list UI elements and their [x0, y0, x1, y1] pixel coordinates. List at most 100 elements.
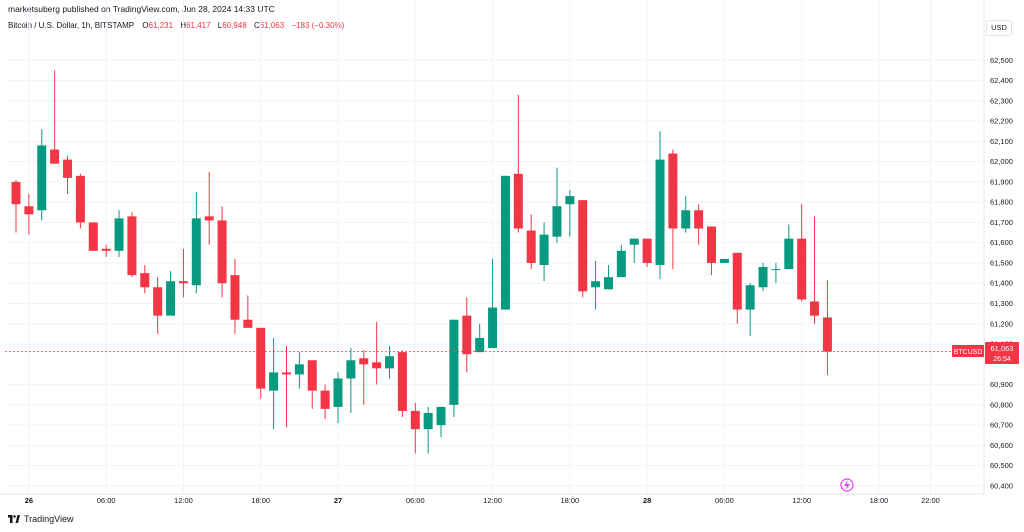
x-tick-label: 18:00: [870, 496, 889, 505]
candle-body: [668, 153, 678, 229]
close-value: 61,063: [259, 21, 285, 30]
open-value: 61,231: [148, 21, 174, 30]
y-tick-label: 60,500: [990, 461, 1013, 470]
candle-body: [539, 234, 549, 265]
candle-body: [50, 149, 60, 164]
candle-body: [810, 301, 820, 316]
y-tick-label: 61,500: [990, 258, 1013, 267]
price-tag-value: 61,063: [991, 344, 1014, 353]
candle-body: [37, 145, 47, 211]
symbol-tag-label: BTCUSD: [954, 349, 983, 356]
y-tick-label: 60,900: [990, 380, 1013, 389]
candle-body: [204, 216, 214, 221]
y-tick-label: 62,200: [990, 117, 1013, 126]
x-tick-label: 26: [25, 496, 33, 505]
x-tick-label: 06:00: [406, 496, 425, 505]
candle-body: [462, 315, 472, 355]
candle-body: [191, 218, 201, 286]
candle-body: [114, 218, 124, 251]
candle-body: [11, 181, 21, 205]
x-tick-label: 22:00: [921, 496, 940, 505]
candle-body: [423, 412, 433, 430]
currency-button[interactable]: USD: [986, 20, 1012, 36]
candle-body: [63, 159, 73, 178]
y-tick-label: 62,500: [990, 56, 1013, 65]
candle-body: [488, 307, 498, 349]
open-label: O: [142, 21, 149, 30]
candle-body: [500, 175, 510, 310]
candle-body: [75, 175, 85, 223]
candle-body: [217, 220, 227, 284]
y-tick-label: 62,300: [990, 96, 1013, 105]
tradingview-logo-icon: [8, 515, 20, 523]
candle-body: [707, 226, 717, 263]
candle-body: [243, 319, 253, 328]
candle-body: [101, 248, 111, 251]
candle-body: [822, 317, 832, 352]
countdown-value: 26:54: [993, 356, 1011, 363]
candle-body: [307, 360, 317, 391]
candle-body: [655, 159, 665, 265]
y-tick-label: 60,400: [990, 481, 1013, 490]
candle-body: [719, 258, 729, 263]
y-tick-label: 61,900: [990, 177, 1013, 186]
footer-brand[interactable]: TradingView: [8, 514, 74, 524]
close-label: C: [253, 21, 260, 30]
candle-body: [732, 252, 742, 310]
candle-body: [333, 378, 343, 407]
y-tick-label: 60,600: [990, 441, 1013, 450]
candle-body: [449, 319, 459, 405]
candle-body: [294, 364, 304, 375]
candle-body: [397, 352, 407, 411]
x-tick-label: 12:00: [174, 496, 193, 505]
candle-body: [629, 238, 639, 245]
candle-body: [526, 230, 536, 263]
time-axis: 26 06:00 12:00 18:00 27 06:00 12:00 18:00 28 06:0…: [25, 496, 940, 505]
publish-header: marketsuberg published on TradingView.co…: [8, 4, 275, 14]
candle-body: [616, 250, 626, 278]
candle-body: [153, 287, 163, 316]
lightning-icon[interactable]: [840, 478, 854, 492]
candle-body: [359, 358, 369, 365]
candle-body: [797, 238, 807, 300]
y-tick-label: 60,800: [990, 400, 1013, 409]
x-tick-label: 06:00: [715, 496, 734, 505]
candle-body: [565, 196, 575, 205]
candle-body: [127, 216, 137, 276]
x-tick-label: 12:00: [483, 496, 502, 505]
high-value: 61,417: [186, 21, 211, 30]
price-axis: 62,500 62,400 62,300 62,200 62,100 62,000 61,9…: [990, 56, 1013, 491]
change-value: −183 (−0.30%): [291, 21, 345, 30]
y-tick-label: 60,700: [990, 421, 1013, 430]
candle-body: [694, 210, 704, 229]
y-tick-label: 62,400: [990, 76, 1013, 85]
candle-body: [552, 206, 562, 237]
candle-body: [320, 390, 330, 409]
x-tick-label: 28: [643, 496, 651, 505]
candle-body: [771, 269, 781, 271]
candle-body: [256, 327, 266, 389]
candle-body: [178, 281, 188, 284]
candle-body: [410, 410, 420, 430]
footer-brand-label: TradingView: [24, 514, 74, 524]
y-tick-label: 61,600: [990, 238, 1013, 247]
candle-body: [513, 173, 523, 229]
y-tick-label: 61,800: [990, 198, 1013, 207]
candle-body: [166, 281, 176, 316]
y-tick-label: 61,200: [990, 319, 1013, 328]
candle-body: [269, 372, 279, 391]
x-tick-label: 18:00: [251, 496, 270, 505]
candle-body: [140, 273, 150, 288]
x-tick-label: 18:00: [560, 496, 579, 505]
y-tick-label: 61,300: [990, 299, 1013, 308]
candle-body: [784, 238, 794, 270]
low-label: L: [217, 21, 223, 30]
x-tick-label: 27: [334, 496, 342, 505]
y-tick-label: 62,100: [990, 137, 1013, 146]
candles-layer: [11, 70, 832, 454]
candle-body: [24, 206, 34, 215]
symbol-price-tag: BTCUSD 61,063 26:54: [952, 342, 1019, 364]
candle-body: [436, 406, 446, 426]
symbol-title[interactable]: Bitcoin / U.S. Dollar, 1h, BITSTAMP: [8, 21, 135, 30]
